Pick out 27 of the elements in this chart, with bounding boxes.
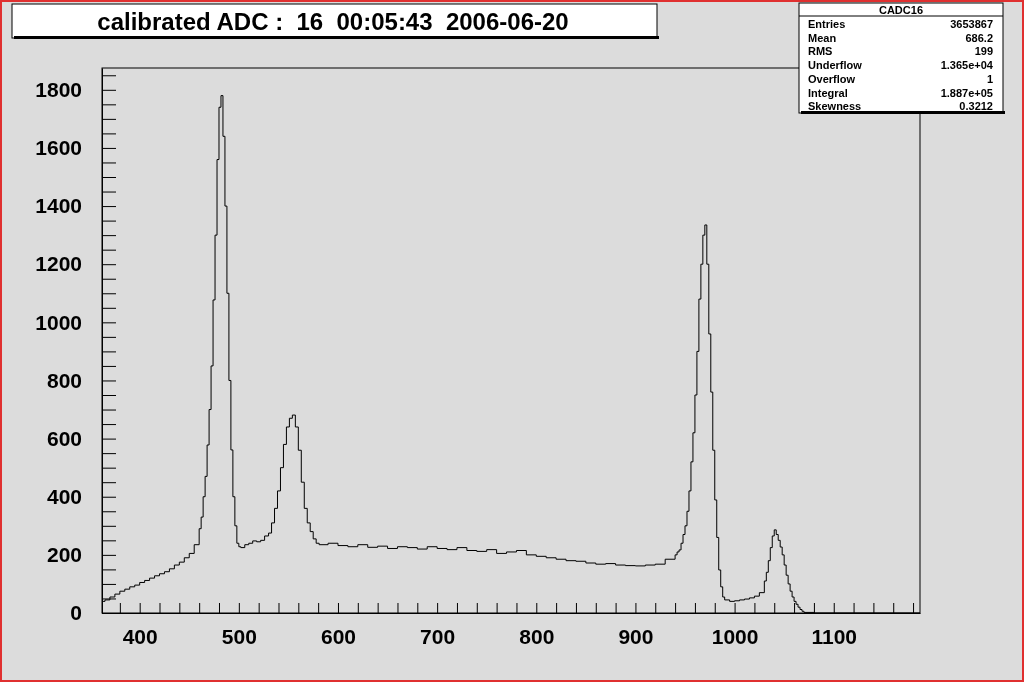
x-tick-label: 400 [122,624,158,648]
x-tick-label: 1000 [711,624,759,648]
text: Underflow 1.365e+04 [808,59,993,72]
text: Overflow 1 [808,72,993,85]
x-tick-label: 800 [519,624,555,648]
x-tick-label: 600 [320,624,356,648]
text: Skewness 0.3212 [808,100,993,113]
x-tick-label: 1100 [811,624,858,648]
y-tick-label: 200 [46,543,82,567]
text: Mean 686.2 [808,31,993,44]
y-tick-label: 800 [46,368,82,392]
y-tick-label: 400 [46,484,82,508]
y-tick-label: 1200 [35,252,82,276]
y-tick-label: 1400 [35,194,82,218]
x-tick-label: 500 [221,624,257,648]
text: Integral 1.887e+05 [808,86,993,99]
x-tick-label: 900 [618,624,654,648]
text: Entries 3653867 [808,18,993,30]
y-tick-label: 1000 [35,310,82,334]
y-tick-label: 1800 [35,78,82,102]
chart-title: calibrated ADC : 16 00:05:43 2006-06-20 [97,8,569,35]
y-tick-label: 600 [46,426,82,450]
y-tick-label: 1600 [35,136,82,160]
text: CADC16 [878,4,924,16]
text: RMS 199 [808,45,993,58]
y-tick-label: 0 [70,601,82,625]
x-tick-label: 700 [420,624,456,648]
